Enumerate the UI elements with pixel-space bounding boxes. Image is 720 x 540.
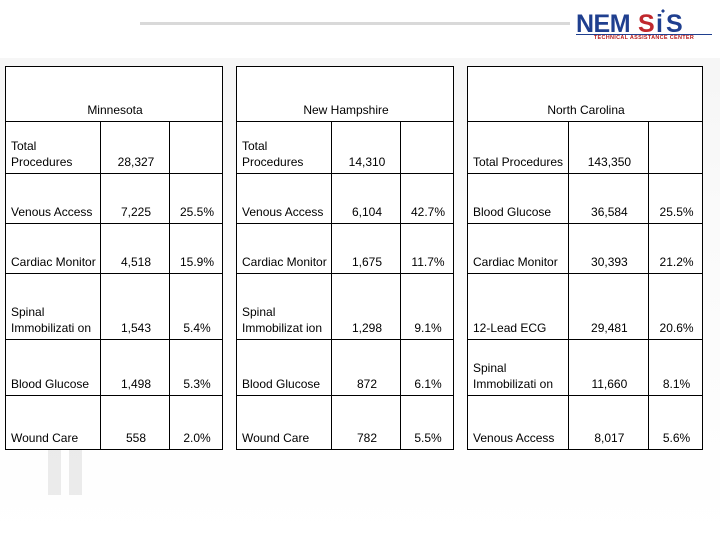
procedure-percent: 5.5% bbox=[400, 395, 454, 450]
table-row: Spinal Immobilizati on 1,543 5.4% bbox=[5, 273, 223, 340]
table-row: Blood Glucose 36,584 25.5% bbox=[467, 173, 703, 224]
north-carolina-table: North Carolina Total Procedures 143,350 … bbox=[467, 66, 703, 450]
table-row: Total Procedures 14,310 bbox=[236, 121, 454, 174]
svg-text:i: i bbox=[656, 10, 663, 38]
minnesota-table: Minnesota Total Procedures 28,327 Venous… bbox=[5, 66, 223, 450]
procedure-percent: 11.7% bbox=[400, 223, 454, 274]
procedure-count: 1,543 bbox=[100, 273, 170, 340]
table-row: 12-Lead ECG 29,481 20.6% bbox=[467, 273, 703, 340]
procedure-label: Spinal Immobilizat ion bbox=[236, 273, 332, 340]
svg-text:NEM: NEM bbox=[576, 10, 630, 38]
procedure-percent: 5.3% bbox=[169, 339, 223, 396]
svg-text:S: S bbox=[666, 10, 683, 38]
procedure-label: Cardiac Monitor bbox=[236, 223, 332, 274]
state-header: New Hampshire bbox=[236, 66, 454, 122]
procedure-count: 8,017 bbox=[567, 395, 650, 450]
procedure-percent: 6.1% bbox=[400, 339, 454, 396]
table-row: Venous Access 7,225 25.5% bbox=[5, 173, 223, 224]
procedure-count: 782 bbox=[331, 395, 401, 450]
procedure-count: 11,660 bbox=[567, 339, 650, 396]
svg-text:S: S bbox=[638, 10, 655, 38]
procedure-percent: 5.6% bbox=[648, 395, 703, 450]
table-row: Spinal Immobilizati on 11,660 8.1% bbox=[467, 339, 703, 396]
procedure-percent: 25.5% bbox=[648, 173, 703, 224]
table-row: Venous Access 8,017 5.6% bbox=[467, 395, 703, 450]
procedure-count: 14,310 bbox=[331, 121, 401, 174]
procedure-percent: 8.1% bbox=[648, 339, 703, 396]
procedure-percent: 2.0% bbox=[169, 395, 223, 450]
procedure-count: 872 bbox=[331, 339, 401, 396]
procedure-count: 4,518 bbox=[100, 223, 170, 274]
procedure-label: Total Procedures bbox=[467, 121, 569, 174]
state-header: North Carolina bbox=[467, 66, 703, 122]
state-header: Minnesota bbox=[5, 66, 223, 122]
procedure-label: Blood Glucose bbox=[236, 339, 332, 396]
procedure-count: 6,104 bbox=[331, 173, 401, 224]
procedure-percent: 25.5% bbox=[169, 173, 223, 224]
procedure-percent: 15.9% bbox=[169, 223, 223, 274]
table-row: Venous Access 6,104 42.7% bbox=[236, 173, 454, 224]
procedure-label: Wound Care bbox=[5, 395, 101, 450]
table-row: Cardiac Monitor 1,675 11.7% bbox=[236, 223, 454, 274]
table-row: Wound Care 782 5.5% bbox=[236, 395, 454, 450]
procedure-label: Cardiac Monitor bbox=[467, 223, 569, 274]
procedure-count: 7,225 bbox=[100, 173, 170, 224]
procedure-percent bbox=[648, 121, 703, 174]
header-band bbox=[0, 0, 720, 58]
procedure-percent: 5.4% bbox=[169, 273, 223, 340]
procedure-label: Venous Access bbox=[236, 173, 332, 224]
logo-subtitle: TECHNICAL ASSISTANCE CENTER bbox=[593, 35, 695, 41]
procedure-label: Cardiac Monitor bbox=[5, 223, 101, 274]
procedure-count: 143,350 bbox=[567, 121, 650, 174]
new-hampshire-table: New Hampshire Total Procedures 14,310 Ve… bbox=[236, 66, 454, 450]
procedure-label: Blood Glucose bbox=[467, 173, 569, 224]
procedure-percent: 42.7% bbox=[400, 173, 454, 224]
table-row: Blood Glucose 1,498 5.3% bbox=[5, 339, 223, 396]
procedure-count: 29,481 bbox=[567, 273, 650, 340]
header-rule bbox=[140, 22, 570, 25]
table-row: Blood Glucose 872 6.1% bbox=[236, 339, 454, 396]
procedure-count: 36,584 bbox=[567, 173, 650, 224]
procedure-label: Spinal Immobilizati on bbox=[5, 273, 101, 340]
procedure-label: Venous Access bbox=[467, 395, 569, 450]
procedure-percent bbox=[400, 121, 454, 174]
procedure-label: 12-Lead ECG bbox=[467, 273, 569, 340]
procedure-percent: 21.2% bbox=[648, 223, 703, 274]
procedure-label: Total Procedures bbox=[5, 121, 101, 174]
procedure-count: 558 bbox=[100, 395, 170, 450]
table-row: Wound Care 558 2.0% bbox=[5, 395, 223, 450]
nemsis-logo: NEM S i S TECHNICAL ASSISTANCE CENTER bbox=[574, 8, 714, 44]
procedure-percent bbox=[169, 121, 223, 174]
procedure-percent: 9.1% bbox=[400, 273, 454, 340]
procedure-percent: 20.6% bbox=[648, 273, 703, 340]
table-row: Cardiac Monitor 30,393 21.2% bbox=[467, 223, 703, 274]
table-row: Total Procedures 143,350 bbox=[467, 121, 703, 174]
procedure-count: 28,327 bbox=[100, 121, 170, 174]
procedure-count: 1,675 bbox=[331, 223, 401, 274]
procedure-count: 30,393 bbox=[567, 223, 650, 274]
procedure-count: 1,298 bbox=[331, 273, 401, 340]
procedure-label: Venous Access bbox=[5, 173, 101, 224]
table-row: Cardiac Monitor 4,518 15.9% bbox=[5, 223, 223, 274]
procedure-label: Wound Care bbox=[236, 395, 332, 450]
procedure-label: Total Procedures bbox=[236, 121, 332, 174]
procedure-label: Blood Glucose bbox=[5, 339, 101, 396]
nemsis-logo-image: NEM S i S bbox=[576, 9, 712, 38]
table-row: Total Procedures 28,327 bbox=[5, 121, 223, 174]
table-row: Spinal Immobilizat ion 1,298 9.1% bbox=[236, 273, 454, 340]
procedure-count: 1,498 bbox=[100, 339, 170, 396]
procedure-label: Spinal Immobilizati on bbox=[467, 339, 569, 396]
